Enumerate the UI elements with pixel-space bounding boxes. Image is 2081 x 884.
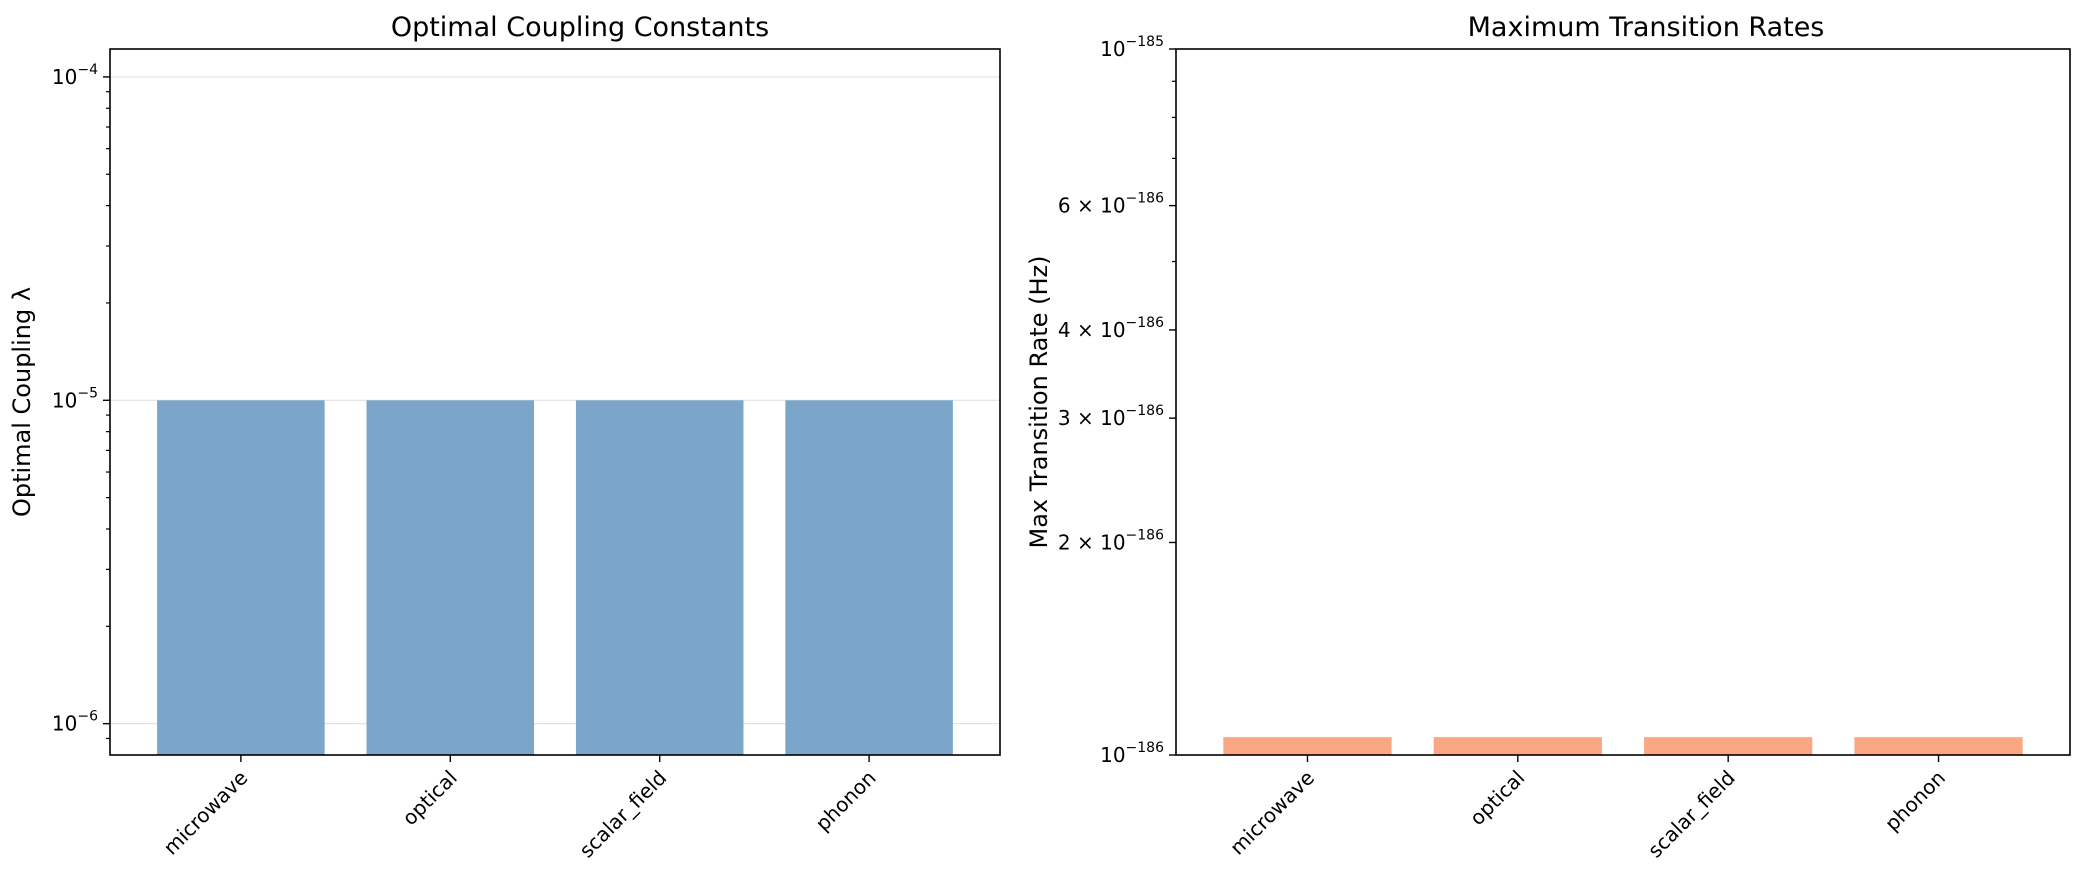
bar-microwave <box>1223 737 1392 755</box>
bar-scalar_field <box>575 400 744 755</box>
bars <box>1223 737 2023 755</box>
y-tick-label: 10−5 <box>52 385 98 412</box>
bar-phonon <box>1854 737 2023 755</box>
y-axis-label: Max Transition Rate (Hz) <box>1025 256 1053 549</box>
bar-optical <box>366 400 535 755</box>
bar-optical <box>1433 737 1602 755</box>
chart-title: Maximum Transition Rates <box>1468 12 1825 43</box>
y-tick-label: 4 × 10−186 <box>1058 315 1164 342</box>
y-ticks: 10−186 2 × 10−186 3 × 10−186 4 × 10−186 6 × … <box>1058 34 1176 767</box>
y-tick-label: 3 × 10−186 <box>1058 403 1164 430</box>
y-tick-label: 2 × 10−186 <box>1058 527 1164 554</box>
bar-scalar_field <box>1644 737 1813 755</box>
y-tick-label: 10−185 <box>1100 34 1164 61</box>
chart-title: Optimal Coupling Constants <box>391 12 769 43</box>
bars <box>157 400 953 755</box>
y-tick-label: 10−4 <box>52 62 98 89</box>
y-tick-label: 6 × 10−186 <box>1058 191 1164 218</box>
plot-frame <box>1175 48 2071 756</box>
y-ticks: 10−6 10−5 10−4 <box>52 62 110 736</box>
plot-frame <box>109 48 1001 756</box>
y-tick-label: 10−186 <box>1100 740 1164 767</box>
bar-phonon <box>785 400 953 755</box>
bar-microwave <box>157 400 325 755</box>
y-axis-label: Optimal Coupling λ <box>8 287 36 517</box>
y-tick-label: 10−6 <box>52 709 98 736</box>
